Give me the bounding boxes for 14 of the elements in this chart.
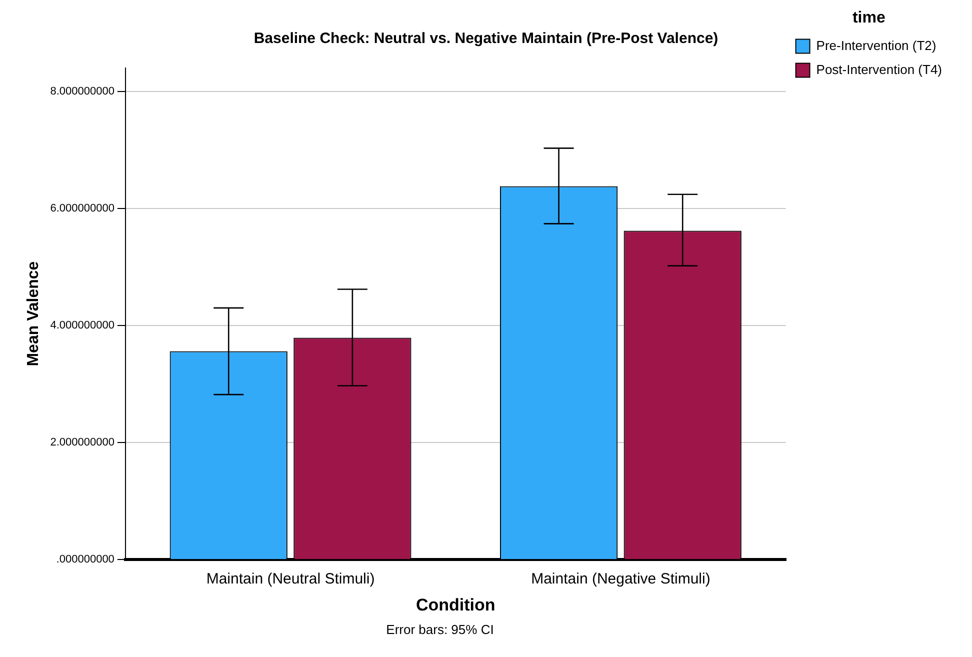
text: Error bars: 95% CI <box>385 622 495 637</box>
chart-title: Baseline Check: Neutral vs. Negative Maintain (Pre-Post Valence) <box>254 30 718 48</box>
legend-title: time <box>852 9 886 26</box>
y-tick-label: 6.000000000 <box>50 202 114 214</box>
x-tick-label: Maintain (Neutral Stimuli) <box>206 570 375 588</box>
y-tick-label: 2.000000000 <box>50 436 114 449</box>
x-tick-label: Maintain (Negative Stimuli) <box>531 570 710 588</box>
x-axis-title: Condition <box>416 595 496 614</box>
legend-label: Pre-Intervention (T2) <box>816 38 936 53</box>
legend-label: Post-Intervention (T4) <box>816 62 942 77</box>
y-tick-label: .000000000 <box>56 554 114 566</box>
y-axis-title: Mean Valence <box>25 261 42 366</box>
y-tick-label: 4.000000000 <box>50 320 114 332</box>
y-tick-label: 8.000000000 <box>50 85 114 98</box>
